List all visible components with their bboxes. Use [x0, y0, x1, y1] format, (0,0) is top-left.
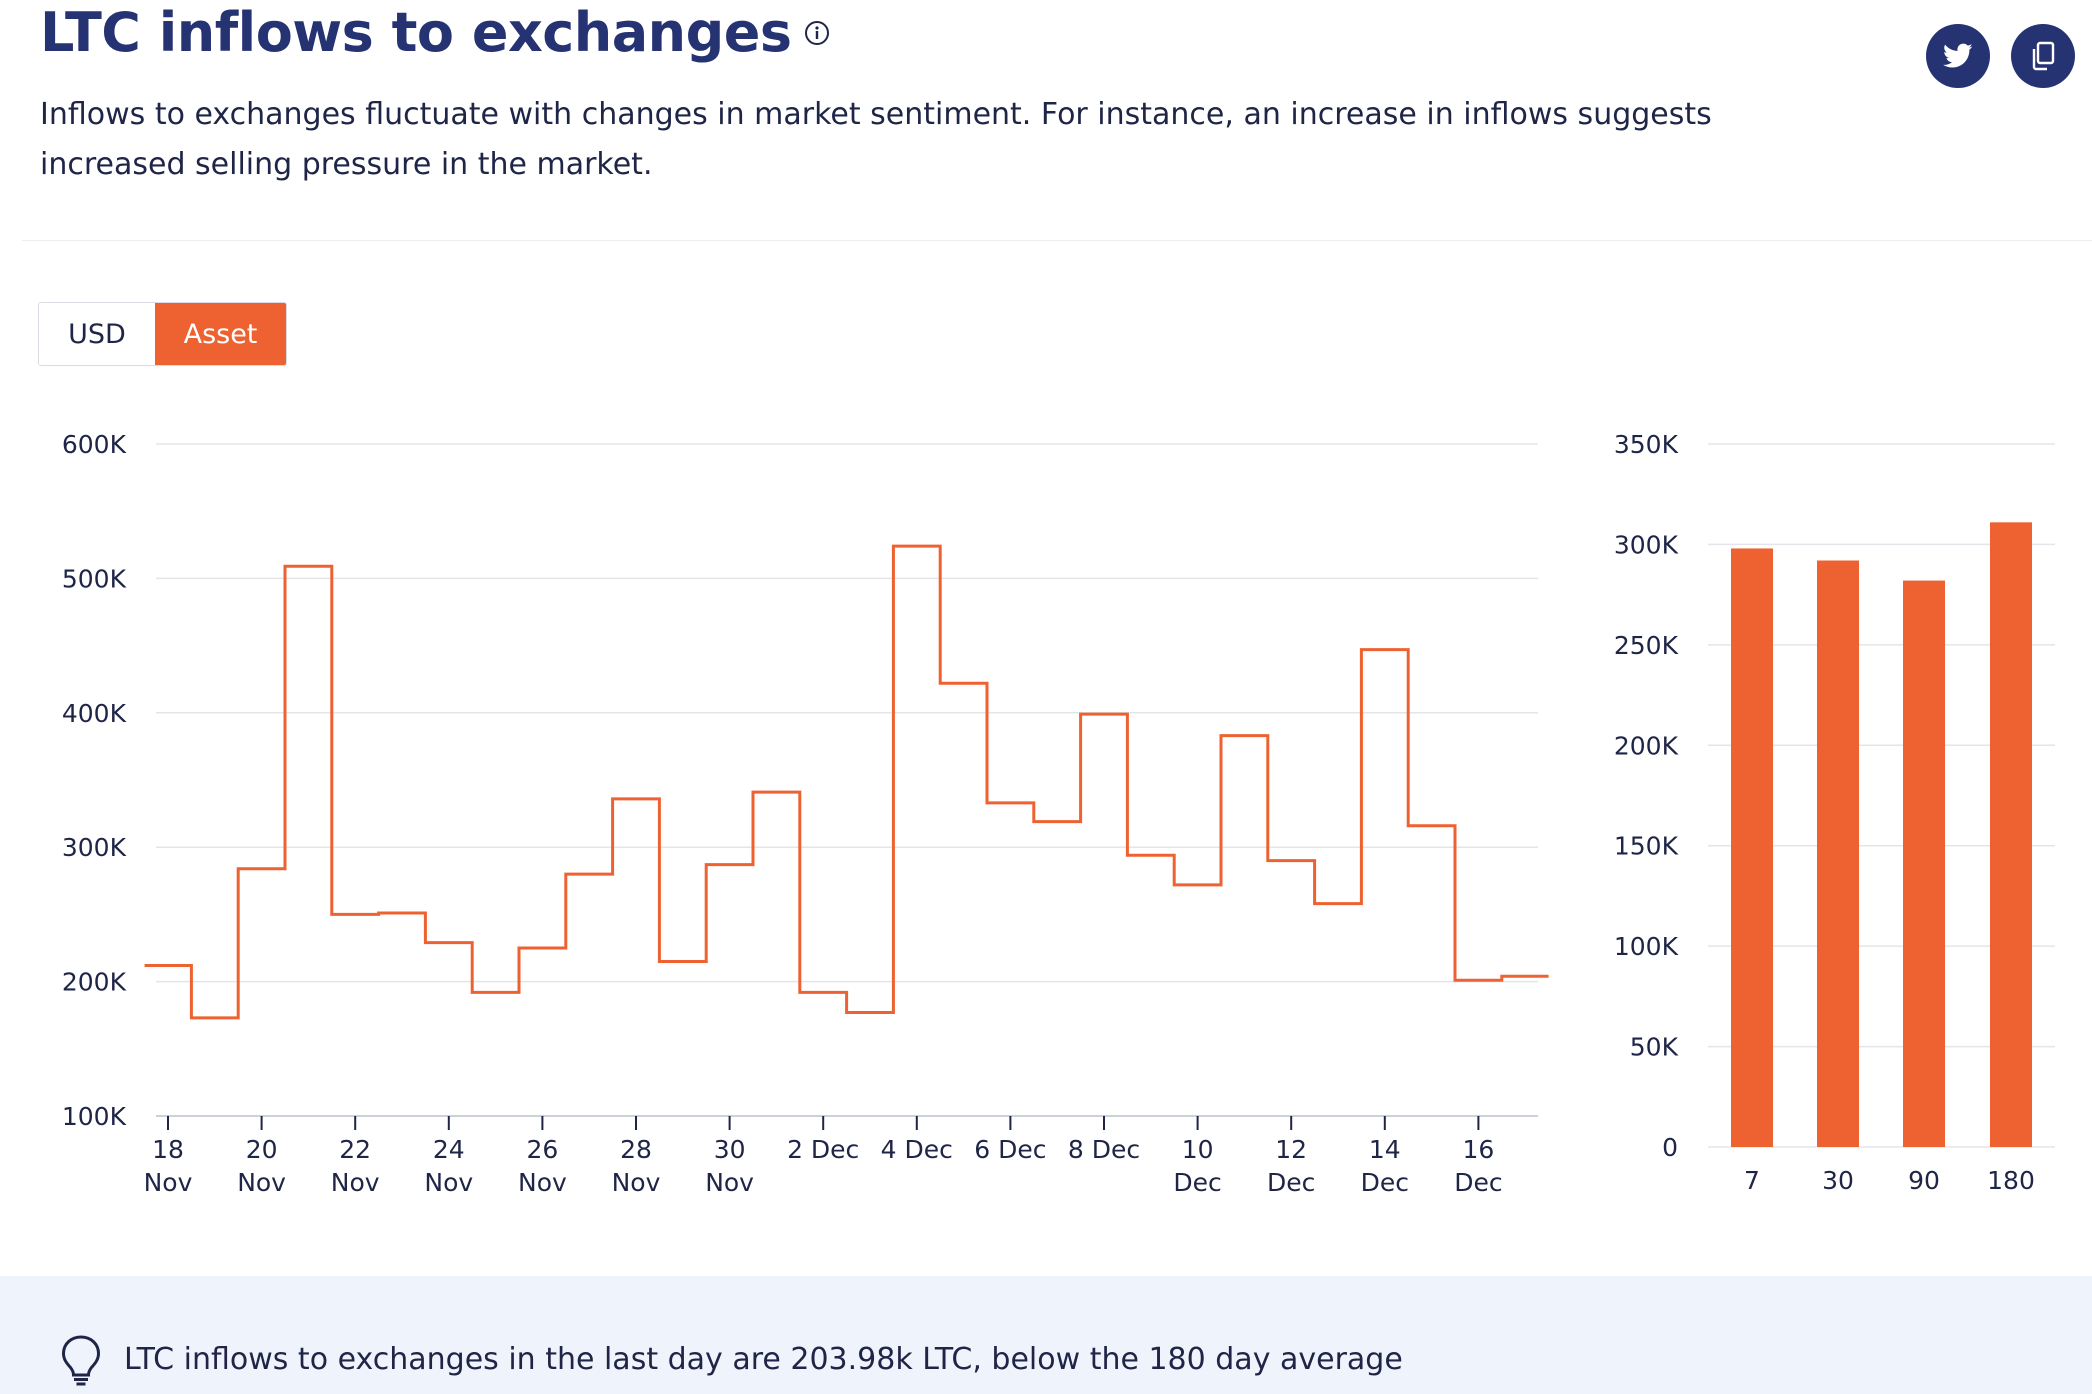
bar-x-tick-label: 90 — [1908, 1166, 1940, 1195]
main-x-tick-label: 8 Dec — [1068, 1135, 1140, 1164]
main-y-tick-label: 500K — [62, 564, 127, 593]
inflows-step-line — [144, 544, 1549, 1020]
page-title: LTC inflows to exchanges — [40, 1, 792, 64]
main-x-tick-label: 10 — [1182, 1135, 1214, 1164]
main-x-tick-label: 26 — [526, 1135, 558, 1164]
title-row: LTC inflows to exchanges — [40, 0, 830, 66]
bar-y-tick-label: 100K — [1614, 932, 1679, 961]
copy-icon — [2032, 41, 2055, 71]
average-bar-chart: 0 50K 100K 150K 200K 250K 300K 350K 7 30 90 180 — [1614, 430, 2055, 1195]
twitter-icon — [1943, 43, 1973, 68]
charts-area: 100K 200K 300K 400K 500K 600K 18 Nov 20 Nov 22 Nov 2… — [62, 430, 2055, 1197]
insight-text: LTC inflows to exchanges in the last day… — [124, 1342, 1403, 1377]
main-x-tick-label: 22 — [339, 1135, 371, 1164]
main-x-tick-label: 18 — [152, 1135, 184, 1164]
main-x-tick-label: 20 — [246, 1135, 278, 1164]
inflows-step-chart: 100K 200K 300K 400K 500K 600K 18 Nov 20 Nov 22 Nov 2… — [62, 430, 1549, 1197]
lightbulb-icon — [61, 1335, 101, 1386]
main-x-tick-label: 16 — [1462, 1135, 1494, 1164]
main-x-tick-label-line2: Dec — [1361, 1168, 1409, 1197]
main-x-tick-label: 4 Dec — [881, 1135, 953, 1164]
twitter-share-button[interactable] — [1926, 24, 1990, 88]
main-x-tick-label-line2: Dec — [1267, 1168, 1315, 1197]
main-x-tick-label: 30 — [714, 1135, 746, 1164]
info-icon[interactable] — [804, 20, 830, 46]
main-x-tick-label-line2: Nov — [424, 1168, 473, 1197]
main-y-tick-label: 300K — [62, 833, 127, 862]
main-x-tick-label: 14 — [1369, 1135, 1401, 1164]
main-x-tick-label: 12 — [1275, 1135, 1307, 1164]
bar-y-tick-label: 150K — [1614, 832, 1679, 861]
main-x-tick-label-line2: Nov — [144, 1168, 193, 1197]
bar-y-tick-label: 0 — [1662, 1133, 1678, 1162]
average-bar[interactable] — [1903, 580, 1945, 1147]
main-x-tick-label-line2: Dec — [1173, 1168, 1221, 1197]
bar-x-tick-label: 30 — [1822, 1166, 1854, 1195]
main-y-tick-label: 100K — [62, 1102, 127, 1131]
bar-y-tick-label: 50K — [1630, 1033, 1679, 1062]
page-description: Inflows to exchanges fluctuate with chan… — [40, 97, 1712, 182]
main-x-tick-label-line2: Nov — [705, 1168, 754, 1197]
main-y-tick-label: 600K — [62, 430, 127, 459]
main-x-tick-label-line2: Nov — [518, 1168, 567, 1197]
insight-banner: LTC inflows to exchanges in the last day… — [0, 1276, 2092, 1394]
bar-y-tick-label: 200K — [1614, 731, 1679, 760]
toggle-usd[interactable]: USD — [39, 303, 155, 365]
bar-y-tick-label: 250K — [1614, 631, 1679, 660]
main-y-tick-label: 400K — [62, 699, 127, 728]
main-x-tick-label-line2: Nov — [612, 1168, 661, 1197]
average-bar[interactable] — [1731, 548, 1773, 1147]
main-x-tick-label: 6 Dec — [974, 1135, 1046, 1164]
toggle-asset[interactable]: Asset — [155, 303, 286, 365]
main-y-tick-label: 200K — [62, 968, 127, 997]
bar-y-tick-label: 350K — [1614, 430, 1679, 459]
main-x-tick-label-line2: Nov — [237, 1168, 286, 1197]
average-bar[interactable] — [1817, 560, 1859, 1147]
main-x-tick-label: 24 — [433, 1135, 465, 1164]
bar-x-tick-label: 180 — [1987, 1166, 2035, 1195]
copy-link-button[interactable] — [2011, 24, 2075, 88]
main-x-tick-label: 28 — [620, 1135, 652, 1164]
average-bar[interactable] — [1990, 522, 2032, 1147]
bar-y-tick-label: 300K — [1614, 530, 1679, 559]
bar-x-tick-label: 7 — [1744, 1166, 1760, 1195]
main-x-tick-label: 2 Dec — [787, 1135, 859, 1164]
section-divider — [22, 240, 2092, 241]
unit-toggle: USD Asset — [38, 302, 287, 366]
main-x-tick-label-line2: Nov — [331, 1168, 380, 1197]
main-x-tick-label-line2: Dec — [1454, 1168, 1502, 1197]
